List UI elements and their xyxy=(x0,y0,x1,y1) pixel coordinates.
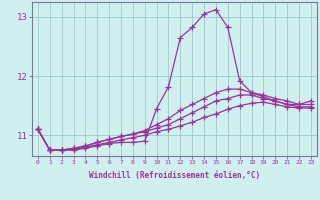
X-axis label: Windchill (Refroidissement éolien,°C): Windchill (Refroidissement éolien,°C) xyxy=(89,171,260,180)
